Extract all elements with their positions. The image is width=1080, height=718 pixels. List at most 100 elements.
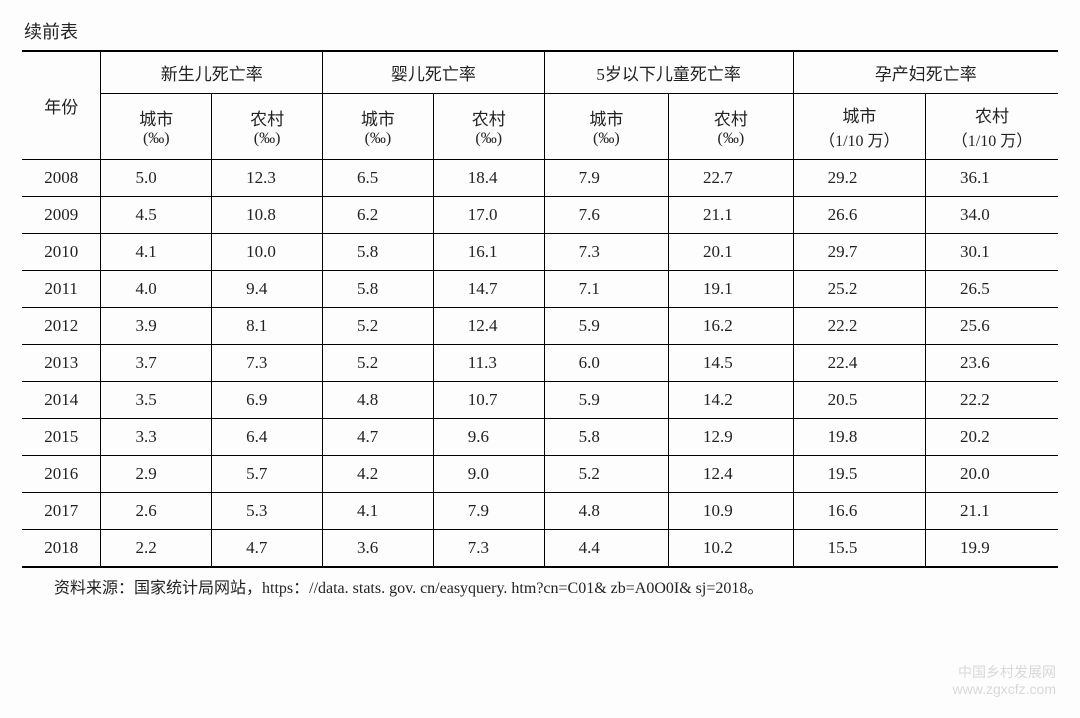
cell-g0u: 2.2 (101, 530, 212, 568)
cell-g1u: 4.2 (323, 456, 434, 493)
cell-g2r: 12.9 (669, 419, 794, 456)
cell-g1u: 5.2 (323, 308, 434, 345)
cell-g1r: 10.7 (433, 382, 544, 419)
cell-g1r: 9.0 (433, 456, 544, 493)
cell-g1u: 3.6 (323, 530, 434, 568)
cell-g3u: 20.5 (793, 382, 925, 419)
cell-g3u: 26.6 (793, 197, 925, 234)
cell-g2u: 5.9 (544, 308, 668, 345)
cell-g2u: 7.1 (544, 271, 668, 308)
table-row: 20085.012.36.518.47.922.729.236.1 (22, 160, 1058, 197)
cell-g1r: 14.7 (433, 271, 544, 308)
cell-g2r: 14.5 (669, 345, 794, 382)
col-g3-urban: 城市（1/10 万） (793, 94, 925, 160)
cell-g1r: 18.4 (433, 160, 544, 197)
table-row: 20182.2 4.73.6 7.34.410.215.519.9 (22, 530, 1058, 568)
cell-g3u: 16.6 (793, 493, 925, 530)
cell-g0r: 12.3 (212, 160, 323, 197)
cell-g3u: 29.2 (793, 160, 925, 197)
cell-g3r: 21.1 (926, 493, 1058, 530)
table-row: 20114.0 9.45.814.77.119.125.226.5 (22, 271, 1058, 308)
cell-g2r: 14.2 (669, 382, 794, 419)
cell-g3r: 26.5 (926, 271, 1058, 308)
cell-g2r: 21.1 (669, 197, 794, 234)
cell-g0r: 9.4 (212, 271, 323, 308)
cell-g1u: 4.7 (323, 419, 434, 456)
cell-g1r: 9.6 (433, 419, 544, 456)
cell-g2r: 10.9 (669, 493, 794, 530)
cell-g3u: 29.7 (793, 234, 925, 271)
cell-g0u: 4.1 (101, 234, 212, 271)
cell-g3r: 30.1 (926, 234, 1058, 271)
cell-g0u: 3.3 (101, 419, 212, 456)
table-row: 20153.3 6.44.7 9.65.812.919.820.2 (22, 419, 1058, 456)
data-source: 资料来源：国家统计局网站，https：//data. stats. gov. c… (54, 574, 1058, 598)
cell-g2u: 5.9 (544, 382, 668, 419)
cell-year: 2015 (22, 419, 101, 456)
col-g0-rural: 农村(‰) (212, 94, 323, 160)
cell-g2u: 5.8 (544, 419, 668, 456)
cell-g2u: 6.0 (544, 345, 668, 382)
cell-g1u: 4.1 (323, 493, 434, 530)
table-row: 20094.510.86.217.07.621.126.634.0 (22, 197, 1058, 234)
cell-g3r: 25.6 (926, 308, 1058, 345)
cell-g3u: 19.5 (793, 456, 925, 493)
table-row: 20143.5 6.94.810.75.914.220.522.2 (22, 382, 1058, 419)
cell-g2r: 19.1 (669, 271, 794, 308)
table-row: 20123.9 8.15.212.45.916.222.225.6 (22, 308, 1058, 345)
cell-g2r: 20.1 (669, 234, 794, 271)
cell-year: 2011 (22, 271, 101, 308)
watermark: 中国乡村发展网 www.zgxcfz.com (953, 664, 1056, 698)
cell-g1u: 6.2 (323, 197, 434, 234)
cell-year: 2017 (22, 493, 101, 530)
col-g3-rural: 农村（1/10 万） (926, 94, 1058, 160)
cell-g0r: 7.3 (212, 345, 323, 382)
cell-g3r: 36.1 (926, 160, 1058, 197)
col-g2-urban: 城市(‰) (544, 94, 668, 160)
col-year: 年份 (22, 51, 101, 160)
cell-g2u: 7.3 (544, 234, 668, 271)
cell-g0u: 4.5 (101, 197, 212, 234)
cell-g0u: 2.6 (101, 493, 212, 530)
cell-g1u: 6.5 (323, 160, 434, 197)
cell-g0r: 4.7 (212, 530, 323, 568)
cell-g2r: 12.4 (669, 456, 794, 493)
grp-neonatal: 新生儿死亡率 (101, 51, 323, 94)
cell-g1r: 7.3 (433, 530, 544, 568)
cell-year: 2012 (22, 308, 101, 345)
cell-year: 2016 (22, 456, 101, 493)
cell-g2r: 22.7 (669, 160, 794, 197)
cell-g2u: 7.9 (544, 160, 668, 197)
cell-g0u: 5.0 (101, 160, 212, 197)
cell-g1r: 12.4 (433, 308, 544, 345)
cell-g0r: 10.8 (212, 197, 323, 234)
table-row: 20133.7 7.35.211.36.014.522.423.6 (22, 345, 1058, 382)
table-caption: 续前表 (24, 18, 1058, 44)
cell-g3u: 15.5 (793, 530, 925, 568)
cell-g0r: 6.4 (212, 419, 323, 456)
grp-maternal: 孕产妇死亡率 (793, 51, 1058, 94)
cell-g1r: 7.9 (433, 493, 544, 530)
cell-g3r: 19.9 (926, 530, 1058, 568)
cell-g2r: 10.2 (669, 530, 794, 568)
cell-g1u: 5.8 (323, 234, 434, 271)
cell-g1u: 5.8 (323, 271, 434, 308)
cell-g0r: 6.9 (212, 382, 323, 419)
grp-infant: 婴儿死亡率 (323, 51, 545, 94)
cell-g2r: 16.2 (669, 308, 794, 345)
cell-g0u: 3.7 (101, 345, 212, 382)
col-g2-rural: 农村(‰) (669, 94, 794, 160)
cell-g2u: 4.4 (544, 530, 668, 568)
cell-g3r: 22.2 (926, 382, 1058, 419)
cell-g3r: 20.2 (926, 419, 1058, 456)
mortality-table: 年份 新生儿死亡率 婴儿死亡率 5岁以下儿童死亡率 孕产妇死亡率 城市(‰) 农… (22, 50, 1058, 568)
cell-g3r: 20.0 (926, 456, 1058, 493)
cell-g1u: 5.2 (323, 345, 434, 382)
cell-year: 2018 (22, 530, 101, 568)
cell-g3u: 19.8 (793, 419, 925, 456)
cell-g0u: 3.9 (101, 308, 212, 345)
cell-g2u: 5.2 (544, 456, 668, 493)
cell-g3r: 34.0 (926, 197, 1058, 234)
table-row: 20162.9 5.74.2 9.05.212.419.520.0 (22, 456, 1058, 493)
cell-year: 2014 (22, 382, 101, 419)
